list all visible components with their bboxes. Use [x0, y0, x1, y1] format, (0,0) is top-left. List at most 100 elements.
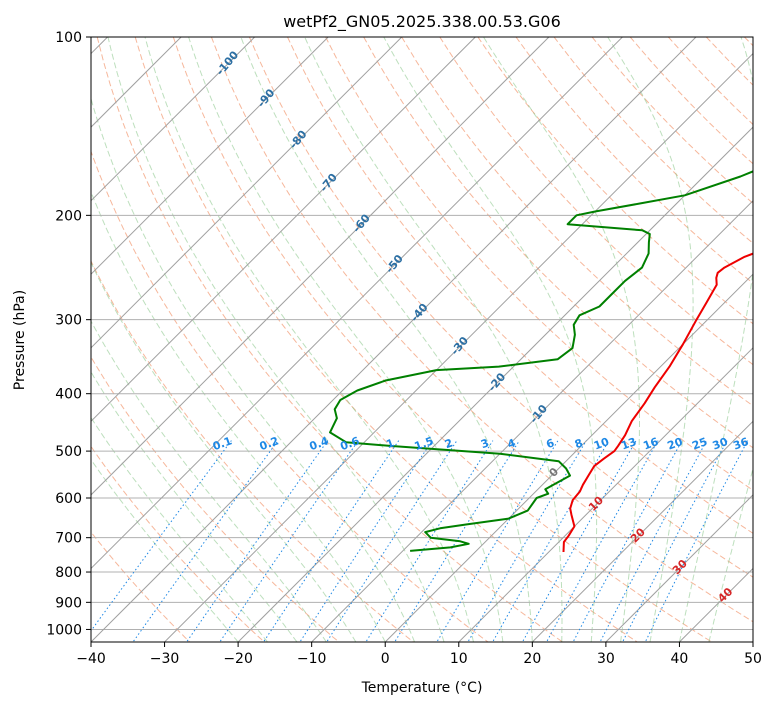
isotherm-line	[91, 37, 329, 275]
y-tick-label: 900	[55, 595, 82, 611]
mixing-ratio-line	[467, 440, 587, 642]
moist-adiabat-line	[383, 37, 598, 642]
dry-adiabat-line	[287, 37, 753, 534]
dry-adiabat-line	[363, 37, 753, 449]
mixing-ratio-line	[262, 440, 400, 642]
mixing-ratio-line	[521, 440, 637, 642]
y-tick-label: 100	[55, 30, 82, 46]
y-tick-label: 300	[55, 313, 82, 329]
moist-adiabat-line	[188, 37, 504, 642]
isotherm-line	[311, 199, 753, 642]
x-tick-label: 50	[744, 651, 762, 667]
x-tick-label: 30	[597, 651, 615, 667]
y-tick-label: 700	[55, 531, 82, 547]
isotherm-line	[91, 37, 476, 423]
mixing-ratio-label: 16	[641, 435, 660, 453]
mixing-ratio-label: 8	[573, 436, 585, 451]
mixing-ratio-label: 30	[711, 435, 730, 453]
dry-adiabat-line	[477, 37, 753, 325]
moist-adiabat-line	[91, 190, 386, 642]
mixing-ratio-label: 0.4	[308, 434, 331, 453]
chart-title: wetPf2_GN05.2025.338.00.53.G06	[283, 12, 561, 32]
mixing-ratio-label: 0.1	[211, 434, 234, 453]
x-tick-label: 0	[381, 651, 390, 667]
mixing-ratio-label: 0.6	[338, 434, 361, 453]
dry-adiabat-line	[401, 37, 753, 407]
x-tick-label: −20	[223, 651, 253, 667]
mixing-ratio-line	[132, 440, 279, 642]
plot-area	[91, 37, 753, 642]
mixing-ratio-line	[546, 440, 659, 642]
mixing-ratio-line	[365, 440, 494, 642]
moist-adiabat-line	[91, 458, 239, 642]
moist-adiabat-line	[678, 37, 753, 642]
dry-adiabat-line	[439, 37, 753, 366]
mixing-ratio-label: 36	[731, 435, 750, 453]
y-tick-label: 200	[55, 208, 82, 224]
moist-adiabat-line	[304, 37, 563, 642]
dry-adiabat-line	[248, 37, 753, 578]
isotherm-line	[384, 273, 753, 642]
y-tick-label: 1000	[46, 622, 82, 638]
mixing-ratio-label: 20	[666, 435, 685, 453]
y-axis-ticks: 100 200 300 400 500 600 700 800 900 1000	[46, 30, 91, 638]
isotherm-line	[91, 37, 550, 496]
moist-adiabat-line	[607, 37, 694, 642]
mixing-ratio-line	[299, 440, 433, 642]
mixing-ratio-label: 1.5	[413, 434, 436, 453]
isotherm-line	[91, 37, 697, 642]
x-axis-label: Temperature (°C)	[361, 680, 483, 696]
mixing-ratio-label: 4	[506, 436, 518, 451]
mixing-ratio-line	[326, 440, 458, 642]
mixing-ratio-line	[436, 440, 559, 642]
mixing-ratio-label: 6	[544, 436, 556, 451]
x-tick-label: 10	[450, 651, 468, 667]
y-tick-label: 500	[55, 444, 82, 460]
x-tick-label: 20	[523, 651, 541, 667]
isotherm-line	[531, 420, 753, 642]
mixing-ratio-line	[599, 440, 708, 642]
y-tick-label: 800	[55, 565, 82, 581]
mixing-ratio-line	[622, 440, 728, 642]
dewpoint-profile-line	[329, 170, 753, 552]
profile-series	[329, 170, 753, 553]
y-tick-label: 600	[55, 491, 82, 507]
mixing-ratio-label: 2	[443, 436, 455, 451]
isotherm-line	[91, 37, 256, 202]
plot-frame	[90, 36, 754, 643]
pressure-gridlines	[91, 37, 753, 630]
x-tick-label: −10	[297, 651, 327, 667]
isotherm-line	[91, 37, 403, 349]
moist-adiabat-line	[107, 37, 445, 642]
x-axis-ticks: −40 −30 −20 −10 0 10 20 30 40 50	[76, 642, 762, 667]
x-tick-label: −40	[76, 651, 106, 667]
dry-adiabats	[91, 37, 753, 642]
y-axis-label: Pressure (hPa)	[12, 290, 28, 390]
mixing-ratio-label: 25	[690, 435, 709, 452]
moist-adiabat-line	[91, 261, 357, 642]
moist-adiabat-line	[144, 37, 474, 642]
y-tick-label: 400	[55, 387, 82, 403]
isotherm-line	[458, 347, 753, 642]
isotherm-line	[237, 126, 753, 642]
moist-adiabats	[91, 37, 753, 642]
mixing-ratio-label: 3	[479, 436, 491, 451]
mixing-ratio-label: 0.2	[258, 434, 281, 453]
mixing-ratio-label: 13	[619, 435, 638, 452]
mixing-ratio-label: 10	[592, 435, 611, 453]
x-tick-label: −30	[150, 651, 180, 667]
mixing-ratio-line	[394, 440, 520, 642]
mixing-ratio-line	[185, 440, 329, 642]
mixing-ratio-line	[572, 440, 683, 642]
isotherm-line	[91, 37, 623, 570]
isotherm-line	[605, 494, 753, 642]
isotherm-line	[164, 52, 753, 642]
temperature-profile-line	[562, 252, 753, 553]
moist-adiabat-line	[91, 416, 268, 642]
x-tick-label: 40	[671, 651, 689, 667]
moist-adiabat-line	[91, 370, 298, 642]
mixing-ratio-label: 1	[385, 436, 397, 451]
moist-adiabat-line	[240, 37, 533, 642]
